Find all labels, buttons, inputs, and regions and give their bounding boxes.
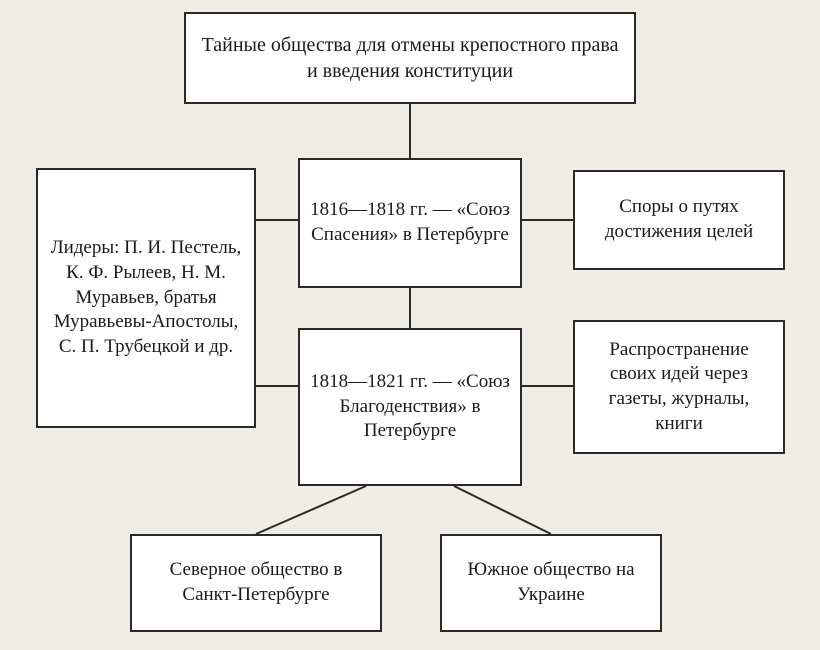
node-prosperity-text: 1818—1821 гг. — «Союз Благоден­ствия» в … [310, 370, 510, 444]
node-disputes-text: Споры о путях достижения целей [585, 195, 773, 244]
node-leaders: Лидеры: П. И. Пестель, К. Ф. Рылеев, Н. … [36, 168, 256, 428]
node-title: Тайные общества для отмены крепостного п… [184, 12, 636, 104]
node-leaders-text: Лидеры: П. И. Пестель, К. Ф. Рылеев, Н. … [48, 236, 244, 359]
node-northern-text: Северное обще­ство в Санкт-Петербурге [142, 558, 370, 607]
node-prosperity: 1818—1821 гг. — «Союз Благоден­ствия» в … [298, 328, 522, 486]
node-spread-text: Распростране­ние своих идей через газеты… [585, 338, 773, 437]
node-southern-text: Южное общество на Украине [452, 558, 650, 607]
node-spread: Распростране­ние своих идей через газеты… [573, 320, 785, 454]
node-southern: Южное общество на Украине [440, 534, 662, 632]
node-title-text: Тайные общества для отмены крепостного п… [196, 32, 624, 84]
node-salvation-text: 1816—1818 гг. — «Союз Спасения» в Петерб… [310, 198, 510, 247]
node-northern: Северное обще­ство в Санкт-Петербурге [130, 534, 382, 632]
node-disputes: Споры о путях достижения целей [573, 170, 785, 270]
node-salvation: 1816—1818 гг. — «Союз Спасения» в Петерб… [298, 158, 522, 288]
